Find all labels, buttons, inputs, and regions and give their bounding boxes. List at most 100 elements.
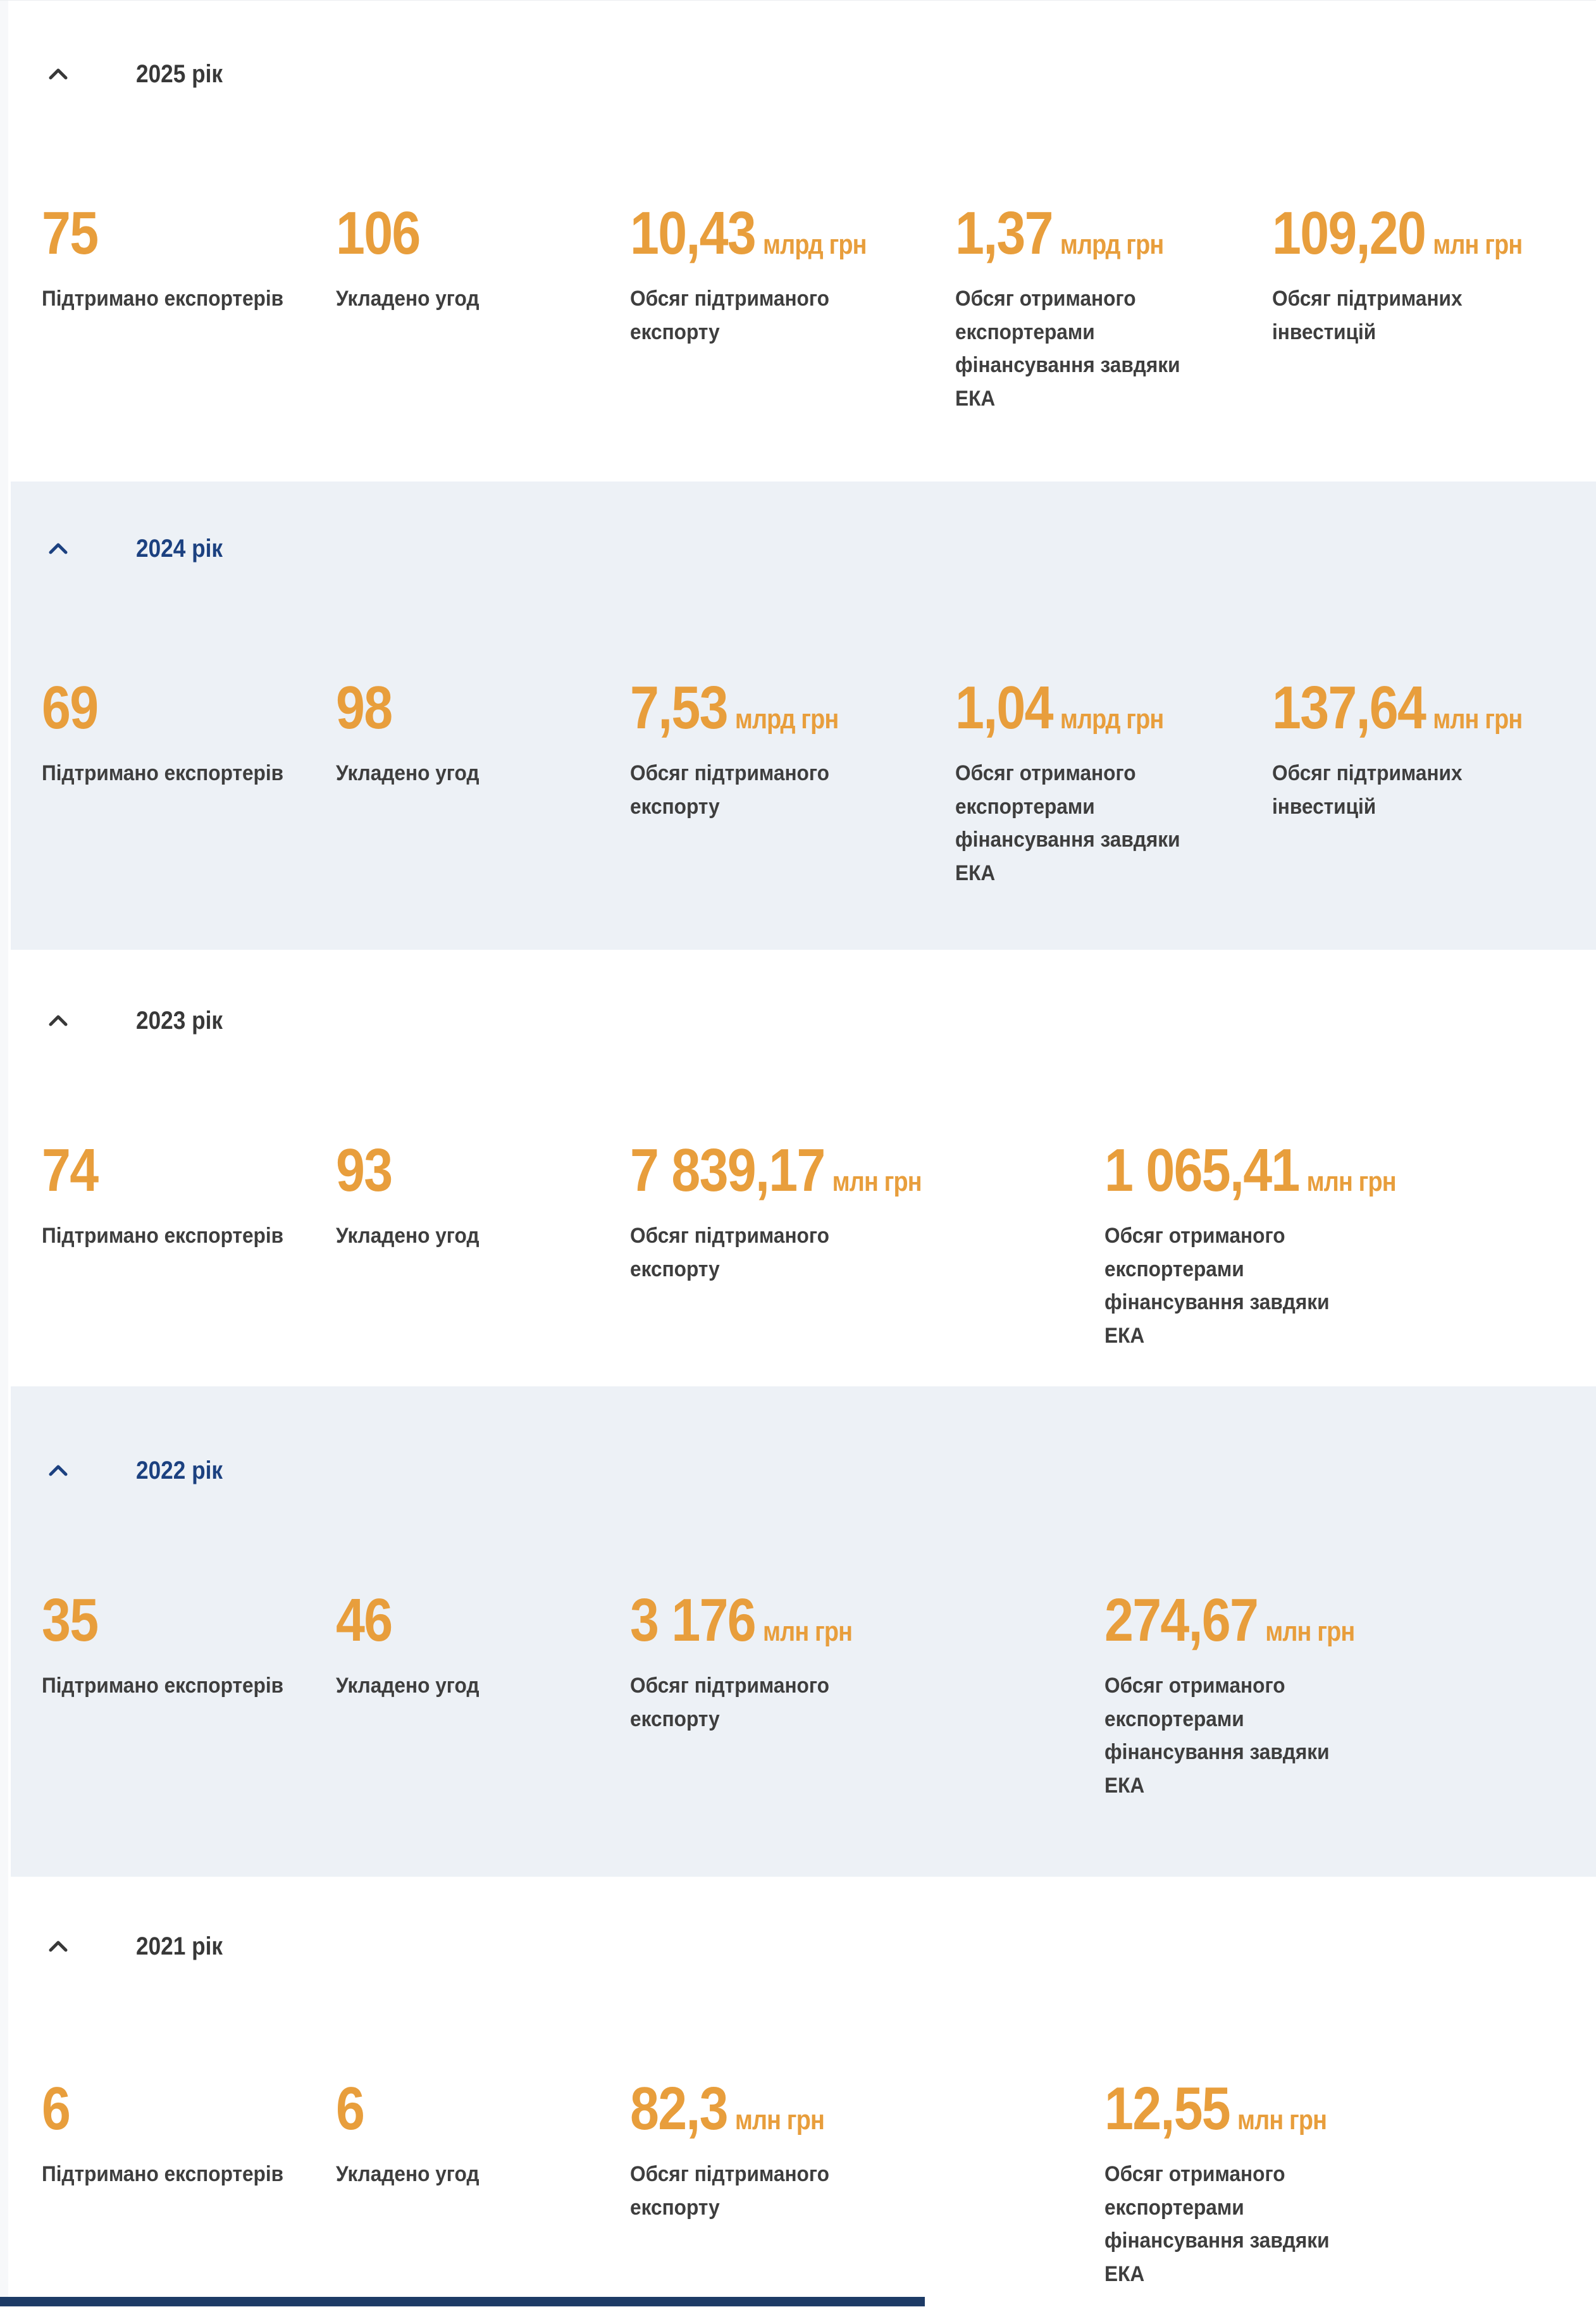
stat-unit: млн грн: [1433, 229, 1523, 260]
stat-label: Обсяг підтриманого експорту: [630, 1224, 829, 1281]
year-section-2023: 2023 рік 74 Підтримано експортерів 93 Ук…: [0, 950, 1596, 1386]
stat-agreements: 46 Укладено угод: [336, 1583, 630, 1703]
stat-unit: млн грн: [763, 1616, 853, 1647]
stat-number: 98: [336, 673, 393, 742]
stat-label: Укладено угод: [336, 2162, 479, 2186]
year-label[interactable]: 2025 рік: [136, 59, 223, 88]
chevron-up-icon[interactable]: [47, 1463, 69, 1478]
year-header-2023[interactable]: 2023 рік: [0, 1003, 1596, 1038]
stat-label: Обсяг отриманого експортерами фінансуван…: [955, 287, 1180, 411]
stat-label: Обсяг підтриманого експорту: [630, 2162, 829, 2220]
stat-label: Підтримано експортерів: [42, 2162, 284, 2186]
stat-supported-export: 10,43 млрд грн Обсяг підтриманого експорт…: [630, 196, 955, 349]
stats-row: 6 Підтримано експортерів 6 Укладено угод…: [0, 2072, 1596, 2291]
stat-number: 12,55: [1104, 2074, 1231, 2142]
chevron-up-icon[interactable]: [47, 1939, 69, 1954]
stat-number: 3 176: [630, 1586, 757, 1654]
stat-number: 109,20: [1272, 199, 1426, 267]
stat-financing-eka: 12,55 млн грн Обсяг отриманого експортера…: [1104, 2072, 1596, 2291]
stat-number: 6: [336, 2074, 365, 2142]
stat-label: Обсяг отриманого експортерами фінансуван…: [955, 761, 1180, 886]
stats-row: 35 Підтримано експортерів 46 Укладено уг…: [11, 1583, 1596, 1803]
stat-unit: млн грн: [1306, 1166, 1397, 1197]
stat-label: Укладено угод: [336, 1224, 479, 1248]
stat-number: 6: [42, 2074, 71, 2142]
stat-agreements: 93 Укладено угод: [336, 1133, 630, 1253]
stat-unit: млрд грн: [734, 704, 839, 735]
stat-number: 69: [42, 673, 99, 742]
stat-label: Укладено угод: [336, 1674, 479, 1698]
year-section-2022: 2022 рік 35 Підтримано експортерів 46 Ук…: [11, 1386, 1596, 1877]
stat-supported-investments: 137,64 млн грн Обсяг підтриманих інвестиц…: [1272, 671, 1596, 823]
year-header-2022[interactable]: 2022 рік: [11, 1453, 1596, 1488]
stats-row: 75 Підтримано експортерів 106 Укладено у…: [0, 196, 1596, 416]
stat-label: Підтримано експортерів: [42, 761, 284, 785]
left-gutter: [0, 1, 8, 2306]
stat-unit: млн грн: [1237, 2105, 1327, 2136]
stat-label: Обсяг отриманого експортерами фінансуван…: [1104, 1674, 1330, 1798]
stat-unit: млн грн: [734, 2105, 825, 2136]
stat-label: Обсяг підтриманого експорту: [630, 1674, 829, 1731]
stat-supported-exporters: 75 Підтримано експортерів: [42, 196, 336, 316]
stat-unit: млрд грн: [1060, 229, 1164, 260]
stat-label: Укладено угод: [336, 287, 479, 311]
stats-row: 69 Підтримано експортерів 98 Укладено уг…: [11, 671, 1596, 890]
chevron-up-icon[interactable]: [47, 1013, 69, 1028]
chevron-up-icon[interactable]: [47, 66, 69, 82]
stat-financing-eka: 1 065,41 млн грн Обсяг отриманого експорт…: [1104, 1133, 1596, 1353]
stat-number: 35: [42, 1586, 99, 1654]
stat-supported-exporters: 6 Підтримано експортерів: [42, 2072, 336, 2191]
year-header-2021[interactable]: 2021 рік: [0, 1929, 1596, 1964]
stat-unit: млн грн: [832, 1166, 922, 1197]
stat-supported-export: 3 176 млн грн Обсяг підтриманого експорту: [630, 1583, 1104, 1736]
year-label[interactable]: 2021 рік: [136, 1932, 223, 1960]
stat-supported-investments: 109,20 млн грн Обсяг підтриманих інвестиц…: [1272, 196, 1596, 349]
stat-financing-eka: 1,04 млрд грн Обсяг отриманого експортера…: [955, 671, 1272, 890]
stat-number: 106: [336, 199, 421, 267]
stat-label: Обсяг підтриманих інвестицій: [1272, 761, 1463, 819]
stat-number: 1 065,41: [1104, 1136, 1300, 1204]
stat-label: Підтримано експортерів: [42, 287, 284, 311]
stat-number: 75: [42, 199, 99, 267]
stat-label: Обсяг отриманого експортерами фінансуван…: [1104, 1224, 1330, 1348]
stat-label: Підтримано експортерів: [42, 1224, 284, 1248]
year-label[interactable]: 2023 рік: [136, 1006, 223, 1035]
year-label[interactable]: 2022 рік: [136, 1456, 223, 1484]
stat-label: Підтримано експортерів: [42, 1674, 284, 1698]
stat-number: 82,3: [630, 2074, 729, 2142]
stat-agreements: 6 Укладено угод: [336, 2072, 630, 2191]
footer-bar: [0, 2297, 925, 2306]
stat-number: 93: [336, 1136, 393, 1204]
stat-number: 137,64: [1272, 673, 1426, 742]
chevron-up-icon[interactable]: [47, 541, 69, 556]
stat-agreements: 98 Укладено угод: [336, 671, 630, 790]
stat-number: 7,53: [630, 673, 729, 742]
year-label[interactable]: 2024 рік: [136, 534, 223, 563]
stat-number: 1,04: [955, 673, 1054, 742]
stat-label: Обсяг підтриманого експорту: [630, 761, 829, 819]
stat-supported-exporters: 74 Підтримано експортерів: [42, 1133, 336, 1253]
stat-financing-eka: 274,67 млн грн Обсяг отриманого експортер…: [1104, 1583, 1596, 1803]
stat-supported-exporters: 69 Підтримано експортерів: [42, 671, 336, 790]
year-header-2025[interactable]: 2025 рік: [0, 56, 1596, 92]
stat-supported-export: 7 839,17 млн грн Обсяг підтриманого експо…: [630, 1133, 1104, 1286]
stat-unit: млн грн: [1265, 1616, 1355, 1647]
stat-supported-exporters: 35 Підтримано експортерів: [42, 1583, 336, 1703]
year-section-2025: 2025 рік 75 Підтримано експортерів 106 У…: [0, 1, 1596, 482]
year-section-2024: 2024 рік 69 Підтримано експортерів 98 Ук…: [11, 482, 1596, 950]
year-header-2024[interactable]: 2024 рік: [11, 531, 1596, 566]
stats-row: 74 Підтримано експортерів 93 Укладено уг…: [0, 1133, 1596, 1353]
year-section-2021: 2021 рік 6 Підтримано експортерів 6 Укла…: [0, 1877, 1596, 2307]
stat-label: Укладено угод: [336, 761, 479, 785]
stat-unit: млн грн: [1433, 704, 1523, 735]
stat-unit: млрд грн: [1060, 704, 1164, 735]
stat-unit: млрд грн: [763, 229, 867, 260]
stat-number: 10,43: [630, 199, 757, 267]
stat-financing-eka: 1,37 млрд грн Обсяг отриманого експортера…: [955, 196, 1272, 416]
stat-number: 74: [42, 1136, 99, 1204]
stat-number: 46: [336, 1586, 393, 1654]
stat-number: 274,67: [1104, 1586, 1259, 1654]
stat-number: 1,37: [955, 199, 1054, 267]
stat-number: 7 839,17: [630, 1136, 826, 1204]
stat-label: Обсяг отриманого експортерами фінансуван…: [1104, 2162, 1330, 2287]
